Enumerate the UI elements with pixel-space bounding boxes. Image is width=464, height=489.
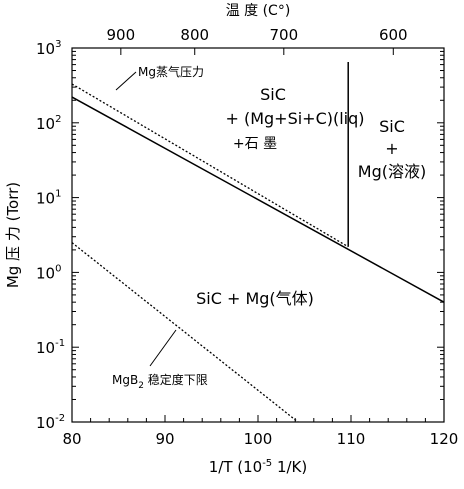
- y-tick-exponent: 1: [55, 189, 61, 200]
- x-tick-label: 100: [244, 430, 273, 448]
- y-axis-label: Mg 压 力 (Torr): [4, 182, 22, 288]
- y-tick-base: 10: [36, 339, 55, 357]
- x-tick-label: 80: [62, 430, 81, 448]
- annotation: Mg(溶液): [358, 162, 426, 181]
- y-tick-exponent: 3: [55, 39, 61, 50]
- x-label-sup: -5: [262, 458, 272, 469]
- y-tick-exponent: 2: [55, 114, 61, 125]
- y-tick-base: 10: [36, 40, 55, 58]
- y-tick-label: 101: [36, 189, 61, 208]
- series-line: [71, 96, 445, 303]
- y-tick-label: 100: [36, 263, 61, 282]
- annotation: + (Mg+Si+C)(liq): [225, 109, 364, 128]
- y-tick-label: 10-2: [36, 413, 65, 432]
- annotation: +: [385, 139, 398, 158]
- leader: [115, 71, 137, 91]
- y-tick-label: 10-1: [36, 338, 65, 357]
- top-tick-label: 900: [107, 26, 136, 44]
- y-tick-exponent: -2: [55, 413, 65, 424]
- y-tick-base: 10: [36, 264, 55, 282]
- leader: [149, 329, 177, 367]
- annotation: SiC + Mg(气体): [196, 289, 314, 308]
- plot-frame: [71, 47, 445, 423]
- x-tick-label: 120: [430, 430, 459, 448]
- annotation: +石 墨: [233, 136, 277, 152]
- mgb2-label: MgB2 稳定度下限: [112, 372, 208, 391]
- y-tick-base: 10: [36, 190, 55, 208]
- y-tick-base: 10: [36, 414, 55, 432]
- series-line: [71, 242, 299, 423]
- series-line: [71, 83, 349, 248]
- mgb2-text: MgB: [112, 373, 138, 387]
- annotation: SiC: [379, 117, 405, 136]
- top-axis-label: 温 度 (C°): [226, 3, 291, 19]
- top-tick-label: 600: [379, 26, 408, 44]
- x-label-after: 1/K): [272, 458, 307, 476]
- y-tick-label: 102: [36, 114, 61, 133]
- x-axis-label: 1/T (10-5 1/K): [209, 458, 308, 476]
- top-tick-label: 700: [269, 26, 298, 44]
- x-tick-label: 110: [337, 430, 366, 448]
- mgb2-sub: 2: [138, 381, 144, 391]
- annotation: Mg蒸气压力: [138, 64, 204, 79]
- annotation: SiC: [260, 85, 286, 104]
- mgb2-after: 稳定度下限: [144, 372, 208, 387]
- x-label-text: 1/T (10: [209, 458, 262, 476]
- x-tick-label: 90: [155, 430, 174, 448]
- y-tick-exponent: 0: [55, 263, 61, 274]
- top-tick-label: 800: [180, 26, 209, 44]
- y-tick-exponent: -1: [55, 338, 65, 349]
- y-tick-base: 10: [36, 115, 55, 133]
- y-tick-label: 103: [36, 39, 61, 58]
